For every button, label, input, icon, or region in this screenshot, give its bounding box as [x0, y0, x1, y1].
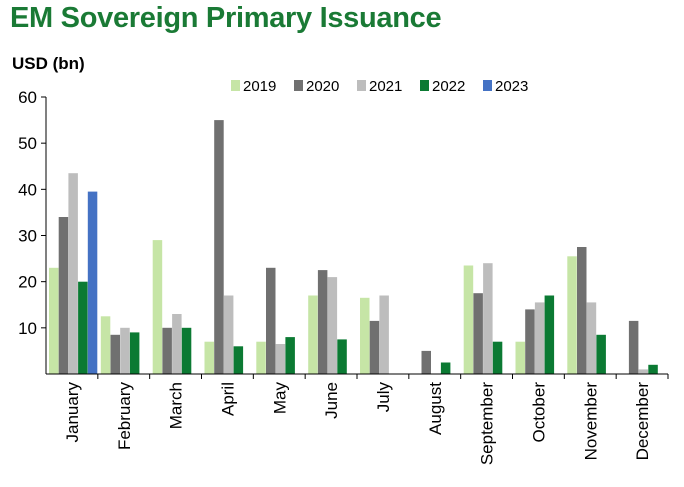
bar-2019-july: [360, 297, 370, 374]
bar-2020-october: [525, 309, 535, 374]
x-tick-label-march: March: [167, 382, 186, 429]
legend-label-2019: 2019: [243, 78, 276, 95]
chart-title: EM Sovereign Primary Issuance: [10, 2, 442, 34]
bar-2022-january: [78, 281, 88, 374]
bar-2020-june: [317, 270, 328, 374]
bar-2019-november: [567, 256, 577, 374]
legend-label-2022: 2022: [432, 78, 465, 95]
bar-2020-july: [369, 320, 380, 374]
bar-2020-august: [421, 350, 431, 374]
y-tick-label-30: 30: [18, 227, 37, 246]
y-tick-label-10: 10: [18, 319, 37, 338]
x-tick-label-december: December: [633, 382, 652, 461]
bar-2022-november: [596, 334, 606, 374]
bar-2020-december: [628, 320, 639, 374]
legend-swatch-2021: [357, 80, 366, 91]
x-tick-label-june: June: [322, 382, 341, 419]
bar-2021-april: [223, 295, 234, 374]
bar-2022-june: [337, 339, 347, 374]
x-tick-label-april: April: [218, 382, 237, 416]
bar-2020-september: [473, 293, 483, 374]
y-tick-label-20: 20: [18, 273, 37, 292]
bar-2022-march: [181, 327, 192, 374]
bar-2021-december: [638, 369, 649, 374]
bar-2019-september: [463, 265, 474, 374]
bar-2019-february: [100, 316, 111, 374]
bar-2021-may: [275, 344, 286, 374]
bar-2020-january: [58, 217, 69, 374]
y-tick-label-50: 50: [18, 134, 37, 153]
legend-label-2020: 2020: [306, 78, 339, 95]
legend-swatch-2020: [294, 80, 303, 91]
legend-swatch-2022: [420, 80, 429, 91]
x-tick-label-may: May: [270, 382, 289, 415]
x-tick-label-february: February: [115, 382, 134, 451]
bar-2021-march: [172, 314, 182, 374]
x-tick-label-january: January: [63, 382, 82, 443]
x-tick-label-september: September: [478, 382, 497, 465]
bar-2021-june: [327, 277, 338, 374]
bar-2021-november: [586, 302, 597, 374]
legend-swatch-2023: [483, 80, 492, 91]
bar-2021-september: [483, 263, 493, 374]
bar-2022-december: [648, 364, 658, 374]
bar-2019-april: [204, 341, 214, 374]
bar-2021-october: [534, 302, 545, 374]
bar-2022-september: [492, 341, 503, 374]
bar-2022-may: [285, 337, 295, 374]
bar-2019-october: [515, 341, 525, 374]
bar-2021-july: [379, 295, 389, 374]
bar-2022-october: [544, 295, 555, 374]
bar-2019-may: [256, 341, 266, 374]
x-tick-label-august: August: [426, 382, 445, 435]
bar-2019-march: [152, 240, 163, 374]
bar-2020-march: [162, 327, 172, 374]
y-tick-label-40: 40: [18, 180, 37, 199]
bar-2021-january: [68, 173, 78, 374]
bar-2022-february: [129, 332, 140, 374]
bar-2022-august: [440, 362, 451, 374]
y-tick-label-60: 60: [18, 88, 37, 107]
bar-2020-november: [577, 247, 587, 374]
bar-2020-february: [110, 334, 120, 374]
bar-2022-april: [233, 346, 244, 374]
bar-2019-june: [308, 295, 318, 374]
legend-label-2023: 2023: [495, 78, 528, 95]
legend-label-2021: 2021: [369, 78, 402, 95]
bar-2023-january: [87, 191, 98, 374]
x-tick-label-october: October: [529, 382, 548, 443]
legend-swatch-2019: [231, 80, 240, 91]
y-axis-label: USD (bn): [12, 54, 85, 73]
bar-2020-april: [214, 120, 224, 374]
bar-2019-january: [49, 267, 59, 374]
x-tick-label-july: July: [374, 382, 393, 413]
bar-2020-may: [266, 267, 276, 374]
x-tick-label-november: November: [581, 382, 600, 461]
bar-2021-february: [120, 327, 130, 374]
